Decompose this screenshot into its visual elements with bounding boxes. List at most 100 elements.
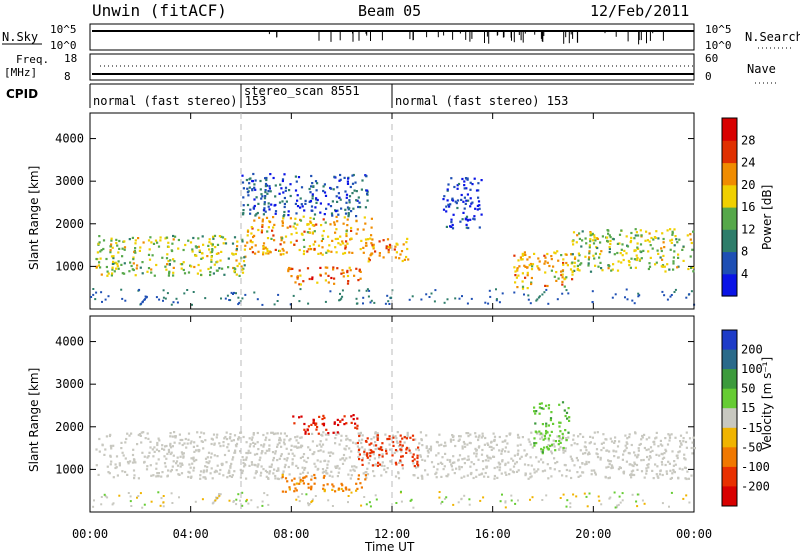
data-cell — [409, 436, 412, 439]
data-cell — [297, 176, 301, 179]
data-cell — [312, 419, 315, 422]
data-cell — [354, 426, 357, 429]
data-cell — [210, 242, 213, 245]
data-cell — [686, 470, 689, 473]
data-cell — [162, 495, 165, 497]
data-cell — [396, 243, 399, 246]
data-cell — [331, 239, 334, 242]
data-cell — [367, 257, 371, 260]
data-cell — [158, 298, 161, 301]
data-cell — [179, 455, 182, 458]
data-cell — [640, 438, 643, 441]
data-cell — [411, 455, 414, 458]
data-cell — [450, 221, 453, 224]
data-cell — [538, 402, 541, 405]
data-cell — [157, 458, 160, 461]
data-cell — [296, 277, 299, 280]
data-cell — [210, 437, 213, 440]
data-cell — [152, 474, 155, 477]
data-cell — [394, 461, 397, 464]
xtick-label: 00:00 — [676, 527, 712, 541]
data-cell — [199, 470, 203, 473]
data-cell — [531, 263, 535, 266]
data-cell — [685, 494, 688, 497]
data-cell — [294, 487, 297, 490]
data-cell — [428, 296, 431, 298]
data-cell — [222, 474, 225, 477]
data-cell — [493, 466, 496, 470]
data-cell — [288, 439, 291, 442]
data-cell — [672, 256, 675, 259]
data-cell — [253, 234, 256, 237]
data-cell — [451, 227, 455, 230]
data-cell — [521, 254, 524, 257]
data-cell — [487, 475, 490, 478]
data-cell — [345, 234, 348, 238]
data-cell — [178, 473, 181, 476]
data-cell — [246, 187, 249, 190]
data-cell — [190, 457, 193, 460]
data-cell — [527, 294, 530, 297]
data-cell — [274, 474, 277, 478]
data-cell — [452, 503, 455, 506]
data-cell — [267, 205, 270, 208]
data-cell — [333, 421, 336, 424]
data-cell — [339, 178, 342, 181]
data-cell — [679, 434, 683, 437]
data-cell — [323, 470, 326, 473]
data-cell — [187, 475, 190, 479]
data-cell — [293, 483, 296, 486]
data-cell — [430, 461, 434, 464]
data-cell — [661, 290, 664, 293]
data-cell — [554, 440, 557, 443]
data-cell — [416, 460, 419, 463]
data-cell — [184, 437, 187, 441]
data-cell — [333, 221, 336, 224]
data-cell — [261, 223, 264, 227]
data-cell — [558, 403, 561, 406]
data-cell — [446, 189, 449, 192]
data-cell — [281, 200, 284, 203]
data-cell — [387, 248, 390, 251]
data-cell — [353, 469, 356, 472]
data-cell — [97, 473, 100, 476]
data-cell — [262, 251, 265, 254]
data-cell — [322, 229, 325, 233]
data-cell — [137, 237, 140, 240]
data-cell — [533, 468, 536, 471]
data-cell — [369, 505, 372, 508]
data-cell — [340, 487, 343, 491]
data-cell — [367, 260, 370, 263]
data-cell — [596, 246, 599, 250]
data-cell — [147, 253, 151, 256]
data-cell — [403, 436, 406, 439]
data-cell — [306, 456, 310, 460]
power-ylabel: Slant Range [km] — [27, 166, 41, 270]
nave-label: Nave — [747, 62, 776, 76]
data-cell — [264, 452, 267, 455]
data-cell — [322, 450, 325, 453]
data-cell — [316, 182, 319, 185]
data-cell — [285, 200, 288, 203]
data-cell — [480, 453, 484, 456]
data-cell — [388, 437, 391, 441]
data-cell — [259, 474, 262, 477]
data-cell — [319, 202, 322, 205]
data-cell — [636, 256, 639, 260]
data-cell — [566, 417, 569, 420]
data-cell — [369, 455, 372, 458]
data-cell — [299, 288, 302, 291]
data-cell — [216, 260, 219, 263]
data-cell — [241, 469, 244, 472]
data-cell — [105, 265, 108, 269]
data-cell — [310, 501, 313, 504]
time-axis: 00:00 04:00 08:00 12:00 16:00 20:00 00:00 — [72, 113, 712, 541]
data-cell — [199, 474, 202, 477]
data-cell — [365, 289, 368, 292]
data-cell — [319, 460, 322, 463]
data-cell — [405, 437, 408, 440]
data-cell — [109, 463, 112, 466]
data-cell — [319, 211, 322, 214]
data-cell — [517, 499, 519, 502]
data-cell — [306, 471, 309, 474]
